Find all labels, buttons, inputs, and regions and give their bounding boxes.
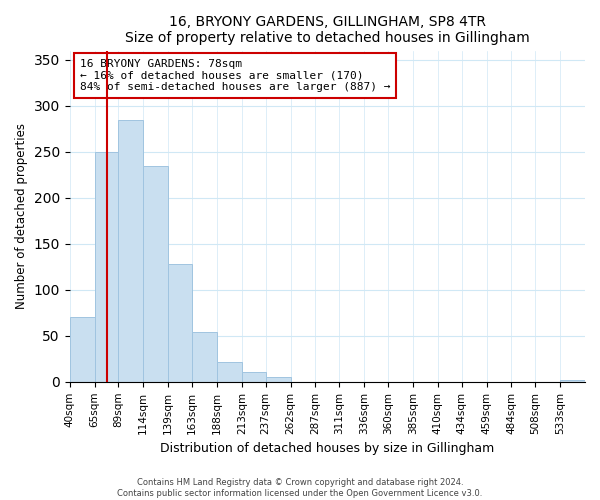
- Bar: [168, 264, 192, 382]
- Bar: [560, 380, 585, 382]
- Bar: [266, 377, 290, 382]
- X-axis label: Distribution of detached houses by size in Gillingham: Distribution of detached houses by size …: [160, 442, 494, 455]
- Bar: [143, 166, 168, 382]
- Title: 16, BRYONY GARDENS, GILLINGHAM, SP8 4TR
Size of property relative to detached ho: 16, BRYONY GARDENS, GILLINGHAM, SP8 4TR …: [125, 15, 530, 45]
- Bar: [70, 318, 95, 382]
- Text: 16 BRYONY GARDENS: 78sqm
← 16% of detached houses are smaller (170)
84% of semi-: 16 BRYONY GARDENS: 78sqm ← 16% of detach…: [80, 59, 391, 92]
- Bar: [217, 362, 242, 382]
- Bar: [242, 372, 266, 382]
- Bar: [95, 152, 118, 382]
- Text: Contains HM Land Registry data © Crown copyright and database right 2024.
Contai: Contains HM Land Registry data © Crown c…: [118, 478, 482, 498]
- Bar: [118, 120, 143, 382]
- Bar: [192, 332, 217, 382]
- Y-axis label: Number of detached properties: Number of detached properties: [15, 123, 28, 309]
